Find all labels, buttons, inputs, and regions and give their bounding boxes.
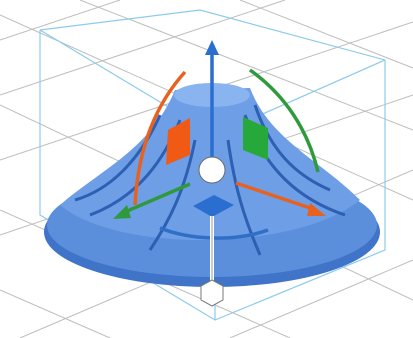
arrow-head-z[interactable]: [205, 40, 219, 55]
blade: [74, 114, 162, 202]
grid-line: [239, 0, 413, 69]
blade: [253, 104, 331, 192]
scale-handle[interactable]: [200, 279, 224, 307]
grid-line: [0, 0, 121, 41]
arrow-head-x[interactable]: [307, 203, 326, 216]
move-axis-x[interactable]: [235, 181, 314, 211]
blade: [148, 139, 197, 251]
grid-line: [79, 0, 413, 131]
plane-handle-xz[interactable]: [243, 117, 268, 160]
rotate-handle-x[interactable]: [133, 70, 187, 206]
plane-handle-xy[interactable]: [193, 195, 234, 217]
box-edge: [39, 9, 386, 61]
blade: [226, 139, 262, 256]
transform-gizmo: [113, 40, 326, 307]
grid-line: [0, 289, 111, 338]
plane-handle-yz[interactable]: [166, 118, 190, 165]
move-axis-y[interactable]: [124, 182, 191, 214]
center-handle[interactable]: [198, 156, 226, 184]
rotate-handle-y[interactable]: [248, 68, 320, 173]
grid-line: [0, 0, 286, 96]
arrow-head-y[interactable]: [113, 205, 131, 219]
